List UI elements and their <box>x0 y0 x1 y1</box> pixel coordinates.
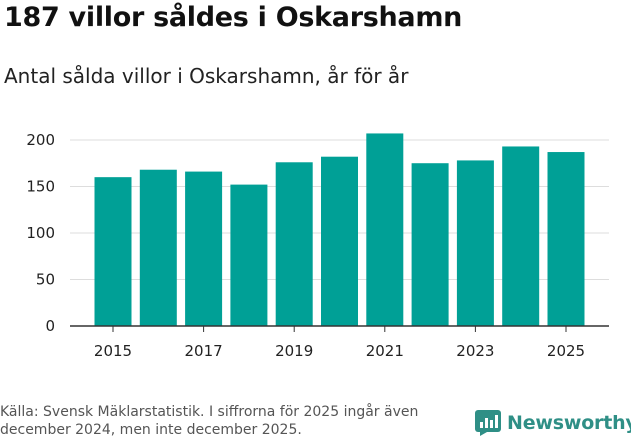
x-tick-label-2025: 2025 <box>547 342 585 360</box>
bar-2015 <box>94 177 132 326</box>
bar-2021 <box>366 133 404 326</box>
y-tick-label-150: 150 <box>26 177 55 195</box>
x-tick-label-2021: 2021 <box>366 342 404 360</box>
chart-title: 187 villor såldes i Oskarshamn <box>4 2 463 33</box>
x-tick-label-2023: 2023 <box>456 342 494 360</box>
bar-2017 <box>185 171 223 326</box>
x-tick-label-2017: 2017 <box>185 342 223 360</box>
y-tick-label-200: 200 <box>26 131 55 149</box>
bar-2020 <box>321 156 358 326</box>
bar-2024 <box>502 146 540 326</box>
brand: Newsworthy <box>475 408 631 438</box>
bar-2019 <box>275 162 313 326</box>
brand-name: Newsworthy <box>507 412 631 434</box>
newsworthy-logo-icon <box>475 410 501 436</box>
x-tick-label-2015: 2015 <box>94 342 132 360</box>
y-tick-label-50: 50 <box>36 270 55 288</box>
axes: 0 50 100 150 200 2015 2017 2019 2021 2023 2025 <box>26 131 609 360</box>
y-tick-label-0: 0 <box>45 317 55 335</box>
bar-2018 <box>230 184 268 326</box>
bars <box>94 133 585 326</box>
bar-2022 <box>411 163 449 326</box>
bar-2023 <box>456 160 494 326</box>
y-tick-label-100: 100 <box>26 224 55 242</box>
x-tick-label-2019: 2019 <box>275 342 313 360</box>
chart-subtitle: Antal sålda villor i Oskarshamn, år för … <box>4 64 409 88</box>
source-note: Källa: Svensk Mäklarstatistik. I siffror… <box>0 404 419 438</box>
bar-chart: 0 50 100 150 200 2015 2017 2019 2021 2023 2025 <box>26 131 609 360</box>
bar-2025 <box>547 152 585 326</box>
bar-2016 <box>139 169 177 326</box>
